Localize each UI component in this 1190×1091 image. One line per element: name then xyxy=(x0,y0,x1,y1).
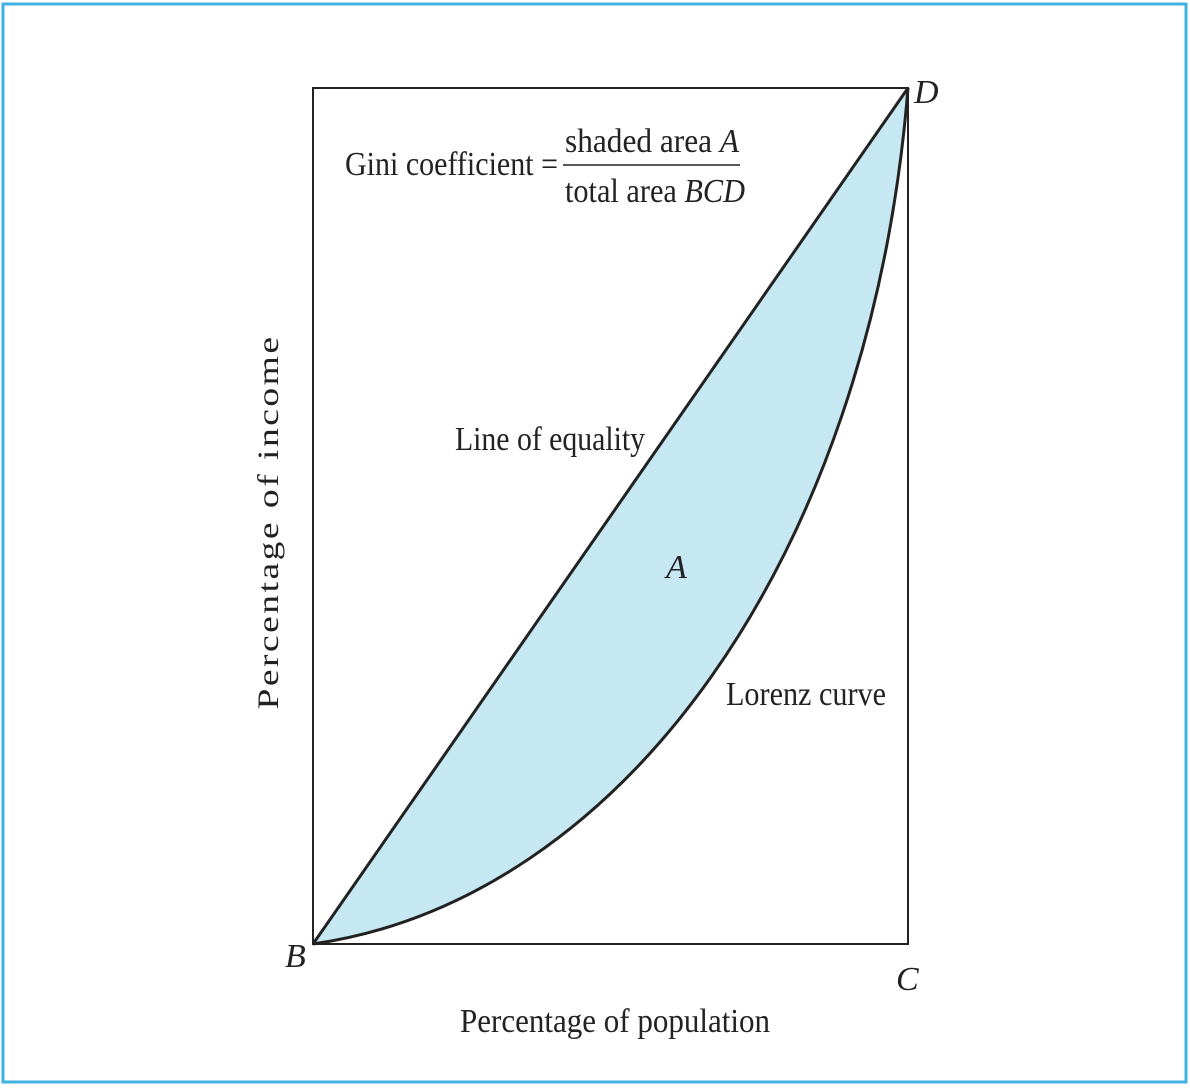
line-of-equality xyxy=(311,87,910,945)
x-axis-label: Percentage of population xyxy=(460,1003,770,1040)
lorenz-curve xyxy=(312,87,910,946)
y-axis-label: Percentage of income xyxy=(252,335,285,710)
lorenz-label: Lorenz curve xyxy=(726,676,886,713)
formula-lhs: Gini coefficient = xyxy=(345,146,558,183)
formula-numerator: shaded area A xyxy=(565,123,739,160)
point-b: B xyxy=(285,938,306,975)
area-label: A xyxy=(664,549,687,586)
formula-denominator: total area BCD xyxy=(565,173,745,210)
box xyxy=(312,87,909,945)
numerator-text: shaded area xyxy=(565,123,712,160)
denominator-symbol: BCD xyxy=(684,173,745,210)
numerator-symbol: A xyxy=(718,123,739,160)
point-d: D xyxy=(913,74,939,111)
denominator-text: total area xyxy=(565,173,677,210)
point-c: C xyxy=(896,961,919,998)
equality-label: Line of equality xyxy=(455,421,645,458)
